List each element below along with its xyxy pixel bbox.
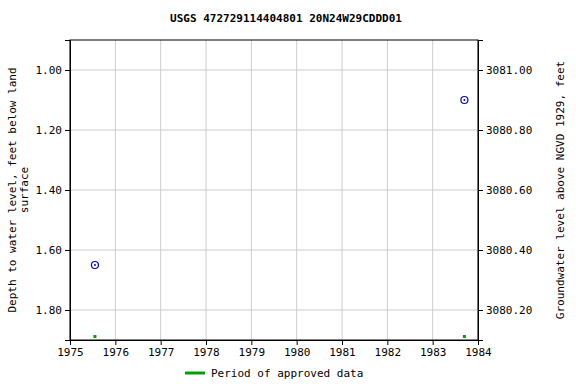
tick-mark	[161, 340, 162, 345]
tick-label: 1976	[103, 346, 130, 359]
tick: 1983	[420, 340, 447, 359]
grid-line-y	[70, 250, 478, 251]
tick-label: 1977	[148, 346, 175, 359]
marker-dot	[463, 99, 465, 101]
y2-axis: 3080.20 3080.40 3080.60 3080.80 3081.00	[478, 41, 532, 341]
tick: 3080.40	[478, 244, 532, 257]
tick: 1978	[193, 340, 220, 359]
tick: 3081.00	[478, 64, 532, 77]
tick: 1.60	[36, 244, 71, 257]
tick: 1979	[239, 340, 265, 359]
tick-mark	[297, 340, 298, 345]
tick-mark	[65, 70, 70, 71]
tick: 1984	[465, 340, 492, 359]
grid-line-y	[70, 190, 478, 191]
tick-mark	[342, 340, 343, 345]
tick-label: 1983	[420, 346, 447, 359]
tick-mark	[478, 130, 483, 131]
x-axis-line	[71, 341, 479, 346]
tick: 3080.60	[478, 184, 532, 197]
tick-label: 1978	[193, 346, 220, 359]
grid-line-y	[70, 70, 478, 71]
tick-label: 1.80	[36, 304, 63, 317]
tick: 1.20	[36, 124, 71, 137]
tick-label: 1984	[465, 346, 492, 359]
tick: 1981	[329, 340, 356, 359]
grid	[70, 40, 478, 340]
tick-mark	[65, 190, 70, 191]
tick-mark	[65, 250, 70, 251]
legend-swatch	[185, 372, 205, 375]
x-axis: 1975 1976 1977 1978 1979 1980 1981 1982 1983 1984	[57, 340, 492, 359]
tick: 1976	[103, 340, 130, 359]
approved-period	[463, 335, 466, 338]
y-axis: 1.00 1.20 1.40 1.60 1.80	[36, 41, 71, 341]
tick-label: 1.40	[36, 184, 63, 197]
tick: 1.80	[36, 304, 71, 317]
tick-mark	[251, 340, 252, 345]
y2-axis-title: Groundwater level above NGVD 1929, feet	[554, 61, 567, 319]
tick-mark	[65, 130, 70, 131]
tick-mark	[478, 70, 483, 71]
y2-axis-line	[479, 41, 484, 341]
plot-frame	[70, 40, 478, 340]
data-point	[91, 262, 98, 269]
marker-ring	[91, 262, 98, 269]
tick-mark	[478, 310, 483, 311]
tick-mark	[478, 250, 483, 251]
tick-label: 1981	[329, 346, 356, 359]
tick: 1.40	[36, 184, 71, 197]
tick-mark	[206, 340, 207, 345]
tick-mark	[65, 310, 70, 311]
tick-label: 3080.20	[486, 304, 532, 317]
tick-mark	[433, 340, 434, 345]
tick-mark	[115, 340, 116, 345]
tick-mark	[387, 340, 388, 345]
chart: USGS 472729114404801 20N24W29CDDD0119751…	[0, 0, 576, 384]
y-axis-title-line: surface	[18, 167, 31, 213]
tick-mark	[478, 190, 483, 191]
data-point	[461, 97, 468, 104]
tick: 1980	[284, 340, 311, 359]
tick-label: 1.20	[36, 124, 63, 137]
tick-label: 1982	[375, 346, 402, 359]
tick-label: 3080.60	[486, 184, 532, 197]
marks	[91, 97, 467, 339]
tick: 3080.20	[478, 304, 532, 317]
tick-label: 3081.00	[486, 64, 532, 77]
tick-label: 3080.80	[486, 124, 532, 137]
grid-line-y	[70, 310, 478, 311]
tick-label: 1980	[284, 346, 311, 359]
tick: 1977	[148, 340, 175, 359]
grid-line-y	[70, 130, 478, 131]
tick-label: 1.60	[36, 244, 63, 257]
tick: 1982	[375, 340, 402, 359]
approved-period	[93, 335, 96, 338]
legend-label: Period of approved data	[211, 367, 363, 380]
tick-label: 1.00	[36, 64, 63, 77]
y-axis-line	[65, 41, 71, 341]
title: USGS 472729114404801 20N24W29CDDD01	[170, 12, 402, 25]
legend: Period of approved data	[185, 367, 363, 380]
tick-label: 3080.40	[486, 244, 532, 257]
y-axis-title: Depth to water level, feet below landsur…	[6, 67, 31, 312]
marker-dot	[94, 264, 96, 266]
tick: 1.00	[36, 64, 71, 77]
tick: 1975	[57, 340, 84, 359]
tick-label: 1979	[239, 346, 265, 359]
tick: 3080.80	[478, 124, 532, 137]
marker-ring	[461, 97, 468, 104]
tick-label: 1975	[57, 346, 84, 359]
